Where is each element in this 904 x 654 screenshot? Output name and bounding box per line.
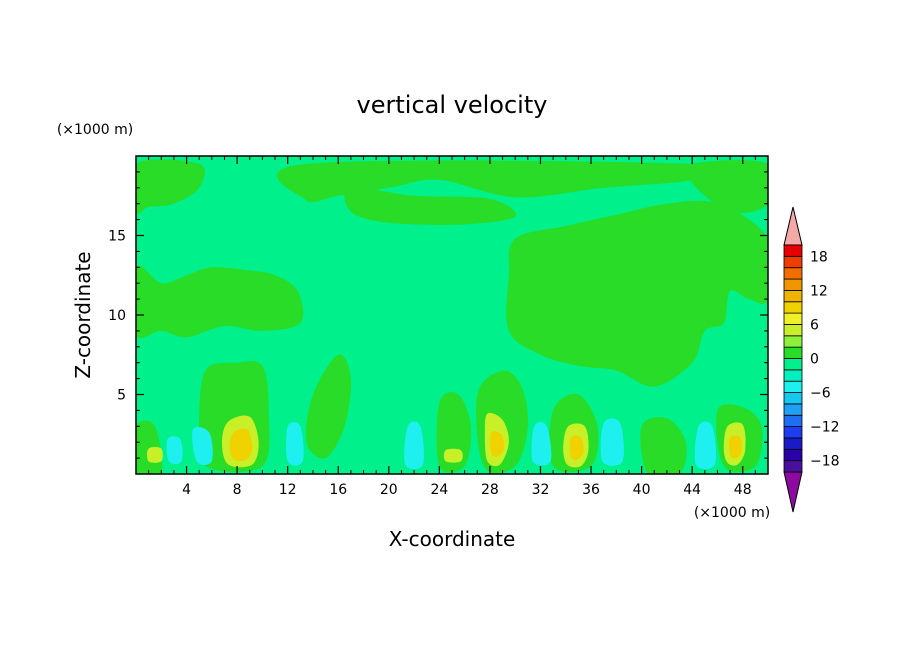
y-tick-label: 15 xyxy=(108,229,126,245)
colorbar-swatch xyxy=(783,324,803,337)
colorbar-swatch xyxy=(783,312,803,325)
x-tick-label: 28 xyxy=(481,482,499,498)
colorbar-swatch xyxy=(783,255,803,269)
colorbar-swatch xyxy=(783,267,803,280)
colorbar-swatch xyxy=(783,358,803,371)
contour-region-top-right-band xyxy=(684,160,768,214)
colorbar-swatch xyxy=(783,380,803,393)
colorbar-swatch xyxy=(783,346,803,359)
contour-region-downdraft-4 xyxy=(404,421,424,470)
contour-region-lower-plume-b xyxy=(305,354,352,459)
y-axis-label: Z-coordinate xyxy=(71,251,95,378)
x-tick-label: 44 xyxy=(683,482,701,498)
contour-region-updraft-core-2b xyxy=(490,431,505,457)
colorbar-swatch xyxy=(783,460,803,473)
contour-region-updraft-core-4b xyxy=(729,435,742,459)
contour-region-updraft-core-6 xyxy=(443,448,463,463)
y-tick-label: 10 xyxy=(108,308,126,324)
colorbar-swatch xyxy=(783,414,803,428)
contour-region-downdraft-5 xyxy=(531,421,552,466)
colorbar-swatch xyxy=(783,392,803,405)
colorbar-tick-label: 18 xyxy=(810,249,828,265)
x-tick-label: 36 xyxy=(582,482,600,498)
colorbar-swatch xyxy=(783,301,803,314)
contour-region-updraft-core-5 xyxy=(147,446,163,463)
colorbar-swatch xyxy=(783,426,803,439)
x-tick-label: 16 xyxy=(329,482,347,498)
x-axis-label: X-coordinate xyxy=(389,527,516,551)
x-tick-label: 32 xyxy=(532,482,550,498)
contour-region-top-left-band xyxy=(136,159,205,215)
contour-region-updraft-core-1b xyxy=(229,428,253,462)
plot-area xyxy=(135,155,769,475)
contour-region-updraft-core-3b xyxy=(569,435,584,461)
colorbar-swatch xyxy=(783,369,803,382)
colorbar-swatch xyxy=(783,278,803,291)
colorbar-tick-label: −12 xyxy=(810,420,840,436)
x-tick-label: 20 xyxy=(380,482,398,498)
contour-region-downdraft-6 xyxy=(600,418,624,467)
colorbar-swatch xyxy=(783,335,803,348)
colorbar-over-arrow xyxy=(783,206,803,246)
contour-region-tropopause-blob xyxy=(344,187,517,225)
contour-region-left-upper-updraft xyxy=(136,265,304,339)
contour-region-right-upper-updraft xyxy=(506,200,768,387)
colorbar: 18 12 6 0 −6 −12 −18 xyxy=(783,206,840,513)
x-tick-label: 4 xyxy=(182,482,191,498)
y-axis-units: (×1000 m) xyxy=(57,122,133,138)
x-tick-label: 40 xyxy=(633,482,651,498)
contour-region-downdraft-1 xyxy=(192,427,213,466)
colorbar-swatch xyxy=(783,437,803,450)
colorbar-tick-label: −6 xyxy=(810,386,831,402)
colorbar-swatch xyxy=(783,403,803,416)
colorbar-under-arrow xyxy=(783,471,803,513)
colorbar-swatch xyxy=(783,448,803,462)
colorbar-tick-label: 12 xyxy=(810,283,828,299)
colorbar-tick-label: 6 xyxy=(810,317,819,333)
x-axis-units: (×1000 m) xyxy=(694,505,770,521)
contour-region-downdraft-2 xyxy=(166,436,183,465)
contour-region-lower-plume-e xyxy=(640,417,687,474)
x-tick-label: 24 xyxy=(430,482,448,498)
colorbar-swatch xyxy=(783,244,803,257)
chart-title: vertical velocity xyxy=(357,91,548,119)
x-tick-label: 12 xyxy=(279,482,297,498)
colorbar-tick-label: −18 xyxy=(810,454,840,470)
contour-region-downdraft-7 xyxy=(694,421,717,470)
colorbar-swatch xyxy=(783,289,803,303)
contour-region-top-center-band xyxy=(276,160,725,203)
x-tick-label: 8 xyxy=(233,482,242,498)
colorbar-tick-label: 0 xyxy=(810,352,819,368)
x-tick-label: 48 xyxy=(734,482,752,498)
y-tick-label: 5 xyxy=(117,388,126,404)
contour-region-downdraft-3 xyxy=(285,421,304,466)
contour-field xyxy=(136,156,768,474)
